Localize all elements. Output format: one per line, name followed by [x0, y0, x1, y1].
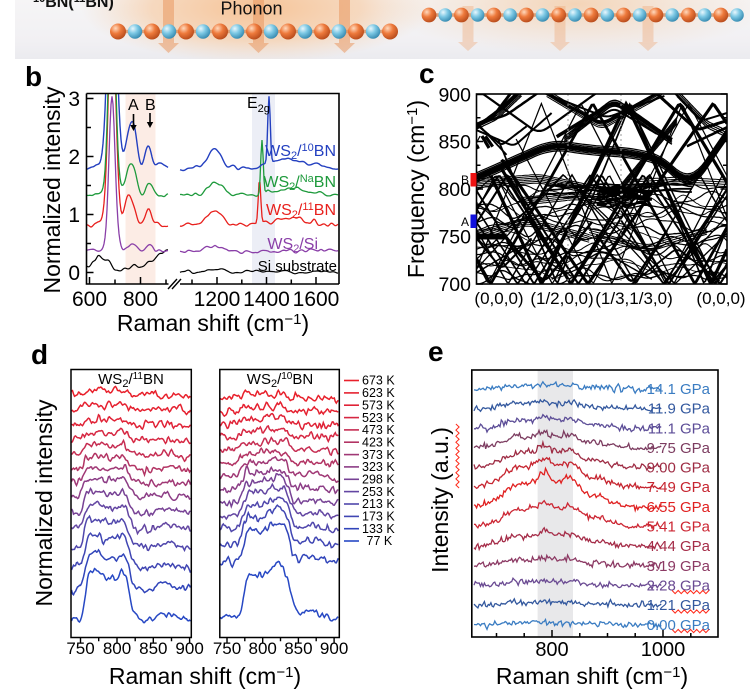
svg-text:d: d [31, 339, 48, 370]
svg-text:Frequency (cm−1): Frequency (cm−1) [403, 100, 429, 278]
svg-text:1600: 1600 [293, 288, 340, 311]
svg-text:600: 600 [72, 288, 107, 311]
svg-text:WS2/10BN: WS2/10BN [247, 371, 313, 390]
svg-text:573 K: 573 K [362, 398, 395, 412]
svg-text:Intensity (a.u.): Intensity (a.u.) [427, 427, 453, 573]
svg-text:c: c [419, 58, 435, 89]
svg-text:900: 900 [175, 639, 203, 658]
svg-text:850: 850 [139, 639, 167, 658]
svg-text:WS2/NaBN: WS2/NaBN [263, 173, 336, 193]
svg-text:1200: 1200 [194, 288, 241, 311]
svg-text:750: 750 [213, 639, 241, 658]
svg-text:850: 850 [438, 132, 471, 154]
svg-text:800: 800 [123, 288, 158, 311]
svg-text:9.00 GPa: 9.00 GPa [647, 460, 711, 477]
svg-text:750: 750 [438, 227, 471, 249]
svg-text:623 K: 623 K [362, 386, 395, 400]
svg-text:800: 800 [535, 639, 568, 661]
svg-text:Raman shift (cm−1): Raman shift (cm−1) [109, 663, 301, 689]
svg-text:Phonon: Phonon [220, 0, 282, 19]
svg-text:133 K: 133 K [362, 522, 395, 536]
svg-text:523 K: 523 K [362, 411, 395, 425]
svg-text:800: 800 [438, 179, 471, 201]
svg-text:2.28 GPa: 2.28 GPa [647, 578, 711, 595]
svg-text:Raman shift (cm−1): Raman shift (cm−1) [117, 310, 309, 336]
svg-text:(1/2,0,0): (1/2,0,0) [530, 289, 593, 308]
svg-text:323 K: 323 K [362, 460, 395, 474]
svg-text:4.44 GPa: 4.44 GPa [647, 538, 711, 555]
svg-text:77 K: 77 K [367, 534, 393, 548]
svg-text:9.75 GPa: 9.75 GPa [647, 440, 711, 457]
svg-text:WS2/10BN: WS2/10BN [265, 142, 336, 162]
svg-text:A: A [461, 215, 469, 229]
svg-text:1.21 GPa: 1.21 GPa [647, 597, 711, 614]
svg-text:14.1 GPa: 14.1 GPa [647, 381, 711, 398]
svg-text:173 K: 173 K [362, 510, 395, 524]
svg-text:WS2/11BN: WS2/11BN [266, 201, 336, 221]
svg-text:3: 3 [68, 88, 80, 111]
svg-text:A: A [128, 97, 139, 114]
svg-text:Normalized intensity: Normalized intensity [39, 86, 65, 294]
svg-text:0: 0 [68, 262, 80, 285]
svg-text:1: 1 [68, 204, 80, 227]
svg-text:3.19 GPa: 3.19 GPa [647, 558, 711, 575]
svg-text:6.55 GPa: 6.55 GPa [647, 499, 711, 516]
svg-text:0.00 GPa: 0.00 GPa [647, 617, 711, 634]
svg-text:b: b [25, 61, 42, 92]
svg-text:(0,0,0): (0,0,0) [696, 289, 745, 308]
svg-text:B: B [461, 173, 469, 187]
svg-text:e: e [428, 336, 444, 367]
svg-text:800: 800 [249, 639, 277, 658]
svg-text:1000: 1000 [641, 639, 686, 661]
svg-text:(0,0,0): (0,0,0) [474, 289, 523, 308]
svg-text:2: 2 [68, 146, 80, 169]
svg-text:WS2/11BN: WS2/11BN [98, 371, 164, 390]
svg-text:253 K: 253 K [362, 485, 395, 499]
svg-text:7.49 GPa: 7.49 GPa [647, 479, 711, 496]
svg-text:WS2/Si: WS2/Si [267, 236, 318, 255]
svg-text:800: 800 [103, 639, 131, 658]
svg-text:(1/3,1/3,0): (1/3,1/3,0) [595, 289, 673, 308]
svg-text:900: 900 [438, 85, 471, 107]
svg-text:1400: 1400 [243, 288, 290, 311]
svg-text:850: 850 [284, 639, 312, 658]
svg-text:Raman shift (cm−1): Raman shift (cm−1) [496, 663, 688, 689]
svg-text:473 K: 473 K [362, 423, 395, 437]
svg-text:11.1 GPa: 11.1 GPa [648, 420, 711, 437]
svg-text:900: 900 [320, 639, 348, 658]
svg-text:11.9 GPa: 11.9 GPa [648, 401, 711, 418]
svg-text:423 K: 423 K [362, 435, 395, 449]
svg-text:373 K: 373 K [362, 448, 395, 462]
svg-text:673 K: 673 K [362, 374, 395, 388]
svg-text:213 K: 213 K [362, 497, 395, 511]
svg-text:700: 700 [438, 274, 471, 296]
svg-text:298 K: 298 K [362, 473, 395, 487]
svg-text:750: 750 [66, 639, 94, 658]
svg-text:Normalized intensity: Normalized intensity [31, 399, 57, 607]
svg-text:5.41 GPa: 5.41 GPa [647, 519, 711, 536]
svg-text:10BN(11BN): 10BN(11BN) [33, 0, 114, 11]
svg-text:Si substrate: Si substrate [258, 258, 337, 275]
svg-text:B: B [145, 97, 156, 114]
